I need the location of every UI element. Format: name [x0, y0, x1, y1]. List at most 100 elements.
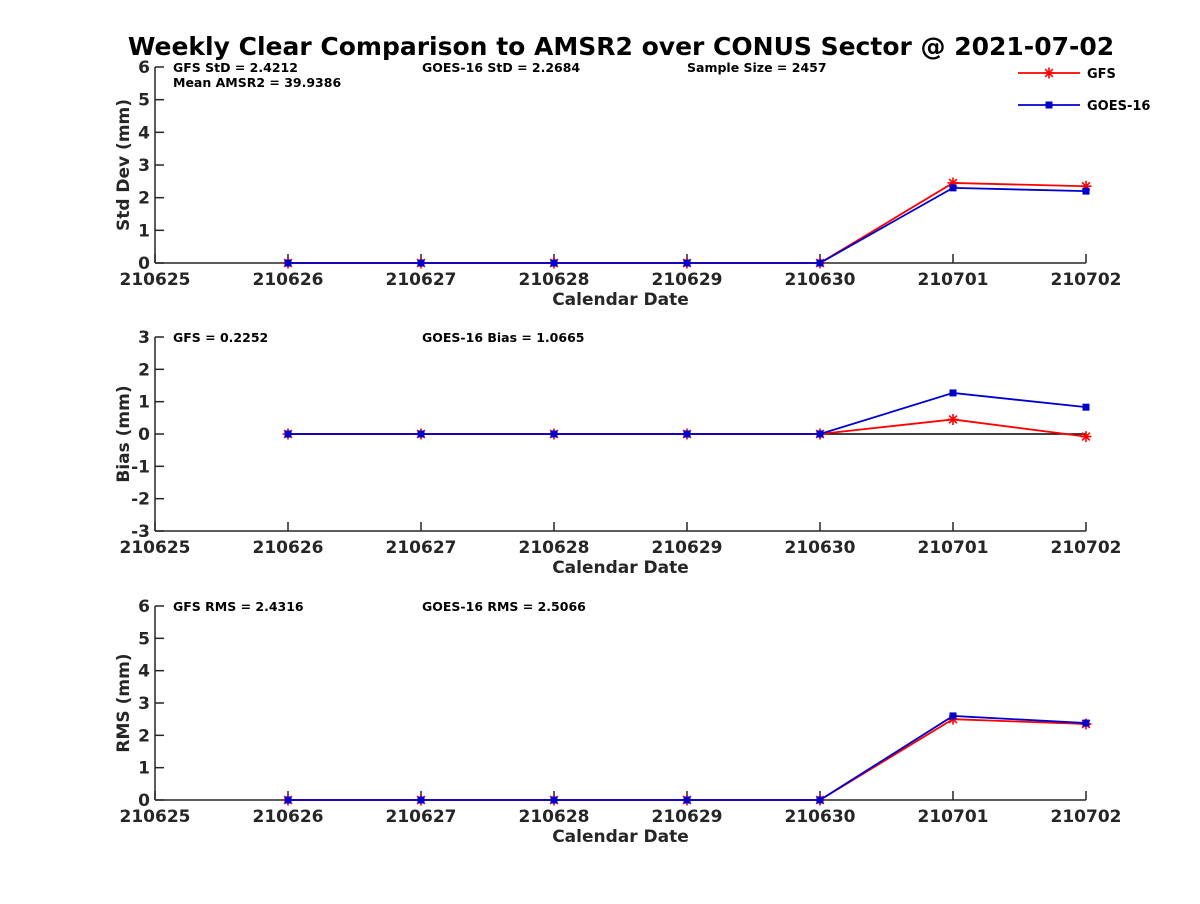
data-point-goes-16 — [417, 796, 425, 804]
y-axis-label: RMS (mm) — [114, 653, 134, 752]
stat-annotation: GOES-16 StD = 2.2684 — [422, 60, 580, 75]
y-tick-label: -3 — [131, 522, 150, 542]
series-line-gfs — [288, 182, 1087, 264]
y-tick-label: 0 — [138, 425, 150, 445]
y-tick-label: 5 — [138, 629, 150, 649]
x-tick-label: 210630 — [785, 270, 856, 290]
x-tick-label: 210701 — [918, 538, 989, 558]
y-tick-label: 1 — [138, 759, 150, 779]
x-tick-label: 210627 — [386, 270, 457, 290]
x-tick-label: 210628 — [519, 807, 590, 827]
data-point-goes-16 — [816, 259, 824, 267]
x-tick-label: 210702 — [1051, 538, 1122, 558]
x-tick-label: 210627 — [386, 538, 457, 558]
y-tick-label: 2 — [138, 189, 150, 209]
x-axis-label: Calendar Date — [552, 558, 689, 578]
x-tick-label: 210702 — [1051, 807, 1122, 827]
data-point-goes-16 — [683, 796, 691, 804]
x-tick-label: 210626 — [253, 538, 324, 558]
data-point-goes-16 — [417, 430, 425, 438]
x-axis-label: Calendar Date — [552, 290, 689, 310]
x-tick-label: 210626 — [253, 807, 324, 827]
data-point-gfs — [947, 413, 959, 425]
data-point-goes-16 — [284, 259, 292, 267]
stat-annotation: Mean AMSR2 = 39.9386 — [173, 75, 341, 90]
data-point-goes-16 — [949, 184, 957, 192]
y-axis-label: Std Dev (mm) — [114, 99, 134, 231]
x-tick-label: 210625 — [120, 270, 191, 290]
y-tick-label: 1 — [138, 393, 150, 413]
data-point-goes-16 — [683, 259, 691, 267]
data-point-goes-16 — [550, 796, 558, 804]
data-point-goes-16 — [284, 796, 292, 804]
series-line-goes-16 — [288, 715, 1087, 801]
y-tick-label: 2 — [138, 726, 150, 746]
star-icon — [1043, 67, 1055, 79]
chart-title: Weekly Clear Comparison to AMSR2 over CO… — [128, 32, 1114, 61]
y-tick-label: 0 — [138, 791, 150, 811]
y-tick-label: 4 — [138, 662, 150, 682]
data-point-goes-16 — [949, 389, 957, 397]
y-tick-label: 2 — [138, 360, 150, 380]
y-tick-label: 3 — [138, 156, 150, 176]
panel-1: 0 1 2 3 4 5 6 210625 210626 210627 210628 210629 210… — [114, 58, 1121, 310]
y-axis-label: Bias (mm) — [114, 385, 134, 482]
x-tick-label: 210625 — [120, 807, 191, 827]
panel-2: -3 -2 -1 0 1 2 3 210625 210626 210627 210628 210629… — [114, 328, 1121, 578]
x-tick-label: 210629 — [652, 807, 723, 827]
data-point-gfs — [1080, 431, 1092, 443]
y-tick-label: 1 — [138, 221, 150, 241]
y-tick-label: -1 — [131, 457, 150, 477]
data-point-goes-16 — [284, 430, 292, 438]
x-tick-label: 210628 — [519, 270, 590, 290]
data-point-goes-16 — [816, 796, 824, 804]
legend-label: GFS — [1087, 67, 1116, 82]
y-tick-label: 0 — [138, 254, 150, 274]
x-tick-label: 210701 — [918, 807, 989, 827]
y-tick-label: 5 — [138, 91, 150, 111]
x-tick-label: 210629 — [652, 538, 723, 558]
series-line-goes-16 — [288, 186, 1087, 264]
series-line-gfs — [288, 718, 1087, 801]
data-point-goes-16 — [417, 259, 425, 267]
data-point-goes-16 — [949, 712, 957, 720]
series-line-goes-16 — [288, 392, 1087, 435]
y-tick-label: 6 — [138, 58, 150, 78]
x-tick-label: 210626 — [253, 270, 324, 290]
square-icon — [1045, 101, 1053, 109]
panel-3: 0 1 2 3 4 5 6 210625 210626 210627 210628 210629 210… — [114, 597, 1121, 847]
y-tick-label: 3 — [138, 328, 150, 348]
stat-annotation: GOES-16 Bias = 1.0665 — [422, 330, 584, 345]
data-point-goes-16 — [1082, 719, 1090, 727]
y-tick-label: 3 — [138, 694, 150, 714]
x-axis-label: Calendar Date — [552, 827, 689, 847]
stat-annotation: GFS RMS = 2.4316 — [173, 599, 304, 614]
x-tick-label: 210630 — [785, 807, 856, 827]
x-tick-label: 210629 — [652, 270, 723, 290]
legend-label: GOES-16 — [1087, 99, 1150, 114]
stat-annotation: GOES-16 RMS = 2.5066 — [422, 599, 586, 614]
data-point-goes-16 — [1082, 187, 1090, 195]
stat-annotation: GFS StD = 2.4212 — [173, 60, 298, 75]
x-tick-label: 210630 — [785, 538, 856, 558]
stat-annotation: Sample Size = 2457 — [687, 60, 827, 75]
x-tick-label: 210627 — [386, 807, 457, 827]
data-point-goes-16 — [1082, 403, 1090, 411]
data-point-gfs — [1080, 180, 1092, 192]
x-tick-label: 210702 — [1051, 270, 1122, 290]
data-point-goes-16 — [816, 430, 824, 438]
stat-annotation: GFS = 0.2252 — [173, 330, 268, 345]
data-point-goes-16 — [550, 259, 558, 267]
legend: GFS GOES-16 — [1018, 67, 1150, 114]
x-tick-label: 210628 — [519, 538, 590, 558]
y-tick-label: 4 — [138, 123, 150, 143]
y-tick-label: 6 — [138, 597, 150, 617]
x-tick-label: 210701 — [918, 270, 989, 290]
data-point-gfs — [947, 177, 959, 189]
data-point-goes-16 — [550, 430, 558, 438]
y-tick-label: -2 — [131, 490, 150, 510]
x-tick-label: 210625 — [120, 538, 191, 558]
